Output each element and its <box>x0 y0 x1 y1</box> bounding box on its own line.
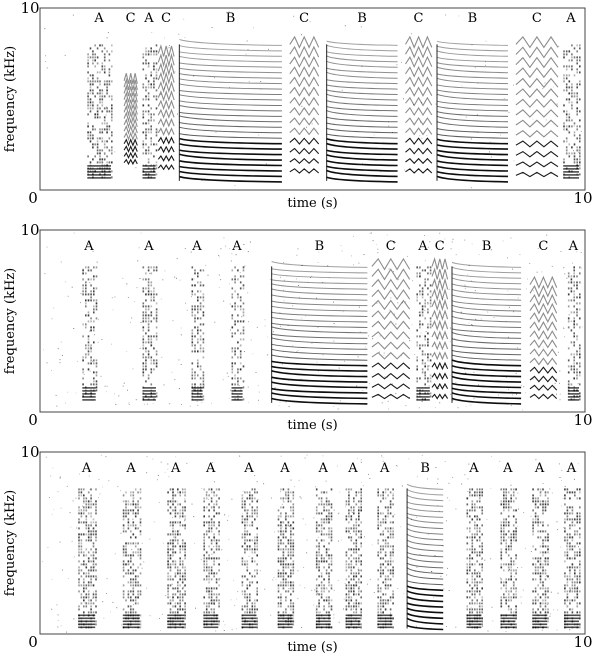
syllable-A-13 <box>564 488 581 629</box>
segment-label: C <box>299 11 309 26</box>
syllable-C-1 <box>123 73 138 166</box>
syllable-A-2 <box>191 266 205 401</box>
syllable-A-3 <box>203 488 220 629</box>
segment-label: B <box>420 461 430 476</box>
syllable-A-6 <box>416 266 432 401</box>
syllable-B-6 <box>326 40 398 183</box>
syllable-A-10 <box>563 44 581 179</box>
syllable-A-11 <box>500 488 517 629</box>
spectrogram-panel-3: A A A A A A A A A B A A A A 10 0 10 frequency (kHz) time (… <box>0 443 600 659</box>
syllable-C-9 <box>529 275 558 400</box>
syllable-A-4 <box>241 488 258 629</box>
segment-label: B <box>226 11 236 26</box>
segment-label: A <box>347 461 358 476</box>
y-axis-label: frequency (kHz) <box>3 490 18 596</box>
segment-label: B <box>357 11 367 26</box>
syllable-A-3 <box>231 266 245 401</box>
x-axis-label: time (s) <box>287 640 337 655</box>
segment-label: A <box>243 461 254 476</box>
syllable-B-8 <box>451 261 522 405</box>
syllable-B-4 <box>178 39 282 183</box>
y-axis-label: frequency (kHz) <box>3 46 18 152</box>
segment-label: A <box>125 461 136 476</box>
spectrogram-plot-3: A A A A A A A A A B A A A A 10 0 10 frequency (kHz) time (… <box>3 443 593 655</box>
segment-label: B <box>315 239 325 254</box>
segment-label: C <box>414 11 424 26</box>
segment-label: A <box>205 461 216 476</box>
x-axis-label: time (s) <box>287 196 337 211</box>
segment-label: A <box>379 461 390 476</box>
segment-label: A <box>83 239 94 254</box>
syllable-A-5 <box>277 488 295 629</box>
x-tick-max: 10 <box>573 411 592 429</box>
segment-label: A <box>279 461 290 476</box>
segment-label: A <box>81 461 92 476</box>
segment-label: A <box>568 239 579 254</box>
syllable-A-1 <box>142 266 158 401</box>
syllable-A-2 <box>167 488 186 629</box>
segment-label: A <box>170 461 181 476</box>
syllable-B-8 <box>436 40 509 183</box>
segment-label: B <box>468 11 478 26</box>
syllable-C-7 <box>431 256 449 400</box>
segment-label: A <box>318 461 329 476</box>
segment-label: A <box>534 461 545 476</box>
syllable-A-10 <box>567 266 581 401</box>
segment-label: C <box>386 239 396 254</box>
syllable-A-10 <box>466 488 483 629</box>
y-axis-label: frequency (kHz) <box>3 268 18 374</box>
syllable-C-7 <box>405 35 433 174</box>
syllable-A-8 <box>377 488 394 629</box>
plot-frame <box>39 451 586 635</box>
segment-label: A <box>502 461 513 476</box>
segment-label: C <box>161 11 171 26</box>
syllable-C-9 <box>515 35 559 178</box>
x-axis-label: time (s) <box>287 418 337 433</box>
syllable-C-5 <box>289 35 320 174</box>
x-tick-max: 10 <box>573 189 592 207</box>
syllable-A-0 <box>78 488 97 629</box>
syllable-A-12 <box>532 488 549 629</box>
syllable-A-0 <box>82 266 98 401</box>
segment-label: A <box>565 11 576 26</box>
segment-label: A <box>566 461 577 476</box>
segment-label: A <box>417 239 428 254</box>
syllable-A-7 <box>345 488 362 629</box>
segment-label: C <box>532 11 542 26</box>
syllable-B-9 <box>406 483 444 631</box>
segment-label: A <box>93 11 104 26</box>
syllable-A-6 <box>315 488 333 629</box>
spectrogram-panel-2: A A A A B C A C B C A 10 0 10 frequency (kHz) time (s) <box>0 221 600 444</box>
segment-label: C <box>538 239 548 254</box>
segment-label: A <box>191 239 202 254</box>
spectrogram-panel-1: A C A C B C B C B C A 10 0 10 frequency (kHz) time (s) <box>0 0 600 222</box>
syllable-A-2 <box>142 44 158 179</box>
y-tick-max: 10 <box>20 444 39 461</box>
syllable-B-4 <box>271 261 368 405</box>
x-tick-max: 10 <box>573 633 592 651</box>
y-tick-min: 0 <box>28 411 38 429</box>
segment-label: C <box>435 239 445 254</box>
y-tick-min: 0 <box>28 189 38 207</box>
y-tick-max: 10 <box>20 222 39 239</box>
segment-label: A <box>143 239 154 254</box>
segment-label: A <box>143 11 154 26</box>
syllable-A-1 <box>122 488 142 629</box>
segment-label: A <box>468 461 479 476</box>
y-tick-max: 10 <box>20 0 39 17</box>
segment-label: C <box>126 11 136 26</box>
y-tick-min: 0 <box>28 633 38 651</box>
syllable-A-0 <box>87 44 113 179</box>
syllable-C-3 <box>157 44 175 171</box>
syllable-C-5 <box>371 257 411 400</box>
segment-label: B <box>482 239 492 254</box>
segment-label: A <box>231 239 242 254</box>
